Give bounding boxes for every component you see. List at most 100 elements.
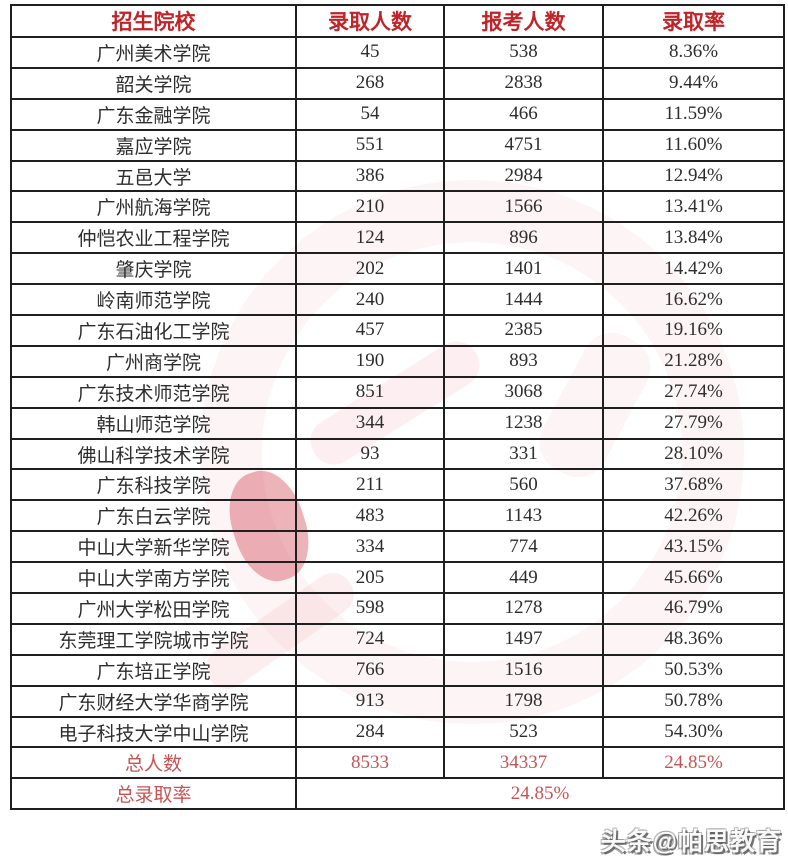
school-name-cell: 广东科技学院 xyxy=(10,468,297,502)
table-row: 东莞理工学院城市学院 724 1497 48.36% xyxy=(10,622,785,656)
applicants-cell: 4751 xyxy=(443,128,604,162)
school-name-cell: 岭南师范学院 xyxy=(10,283,297,317)
header-school: 招生院校 xyxy=(10,4,297,38)
applicants-cell: 1401 xyxy=(443,252,604,286)
admitted-cell: 344 xyxy=(295,406,445,440)
rate-cell: 50.53% xyxy=(602,653,785,687)
byline-watermark: 头条@帕思教育 xyxy=(600,828,782,856)
admitted-cell: 457 xyxy=(295,314,445,347)
table-row: 广州大学松田学院 598 1278 46.79% xyxy=(10,592,785,625)
admitted-cell: 598 xyxy=(295,592,445,625)
rate-cell: 27.79% xyxy=(602,406,785,440)
admitted-cell: 210 xyxy=(295,190,445,224)
table-row: 广东石油化工学院 457 2385 19.16% xyxy=(10,314,785,347)
rate-cell: 13.84% xyxy=(602,221,785,255)
rate-cell: 11.60% xyxy=(602,128,785,162)
admitted-cell: 551 xyxy=(295,128,445,162)
school-name-cell: 广东技术师范学院 xyxy=(10,375,297,409)
school-name-cell: 韶关学院 xyxy=(10,66,297,100)
table-row: 仲恺农业工程学院 124 896 13.84% xyxy=(10,221,785,255)
admitted-cell: 724 xyxy=(295,622,445,656)
header-rate: 录取率 xyxy=(602,4,785,38)
table-row: 中山大学南方学院 205 449 45.66% xyxy=(10,561,785,595)
school-name-cell: 中山大学新华学院 xyxy=(10,530,297,564)
admitted-cell: 211 xyxy=(295,468,445,502)
school-name-cell: 仲恺农业工程学院 xyxy=(10,221,297,255)
applicants-cell: 1143 xyxy=(443,499,604,533)
rate-cell: 37.68% xyxy=(602,468,785,502)
table-row: 广州航海学院 210 1566 13.41% xyxy=(10,190,785,224)
applicants-cell: 449 xyxy=(443,561,604,595)
table-row: 韶关学院 268 2838 9.44% xyxy=(10,66,785,100)
school-name-cell: 广东培正学院 xyxy=(10,653,297,687)
rate-cell: 42.26% xyxy=(602,499,785,533)
school-name-cell: 韩山师范学院 xyxy=(10,406,297,440)
applicants-cell: 893 xyxy=(443,344,604,378)
totals-applicants-cell: 34337 xyxy=(443,746,604,780)
school-name-cell: 中山大学南方学院 xyxy=(10,561,297,595)
applicants-cell: 2385 xyxy=(443,314,604,347)
applicants-cell: 560 xyxy=(443,468,604,502)
rate-cell: 43.15% xyxy=(602,530,785,564)
school-name-cell: 广州大学松田学院 xyxy=(10,592,297,625)
rate-cell: 12.94% xyxy=(602,159,785,193)
totals-row: 总人数 8533 34337 24.85% xyxy=(10,746,785,780)
admitted-cell: 190 xyxy=(295,344,445,378)
applicants-cell: 2984 xyxy=(443,159,604,193)
school-name-cell: 广东石油化工学院 xyxy=(10,314,297,347)
table-row: 电子科技大学中山学院 284 523 54.30% xyxy=(10,715,785,749)
table-row: 佛山科学技术学院 93 331 28.10% xyxy=(10,437,785,471)
table-row: 广东财经大学华商学院 913 1798 50.78% xyxy=(10,684,785,718)
totals-rate-cell: 24.85% xyxy=(602,746,785,780)
table-row: 肇庆学院 202 1401 14.42% xyxy=(10,252,785,286)
school-name-cell: 电子科技大学中山学院 xyxy=(10,715,297,749)
table-row: 广州美术学院 45 538 8.36% xyxy=(10,36,785,69)
school-name-cell: 广州美术学院 xyxy=(10,36,297,69)
header-admitted: 录取人数 xyxy=(295,4,445,38)
totals-label-cell: 总人数 xyxy=(10,746,297,780)
admitted-cell: 913 xyxy=(295,684,445,718)
admissions-table: 招生院校 录取人数 报考人数 录取率 广州美术学院 45 538 8.36% 韶关学院 2… xyxy=(10,4,785,811)
applicants-cell: 774 xyxy=(443,530,604,564)
table-row: 广东白云学院 483 1143 42.26% xyxy=(10,499,785,533)
table-row: 广东金融学院 54 466 11.59% xyxy=(10,97,785,131)
admitted-cell: 54 xyxy=(295,97,445,131)
admitted-cell: 766 xyxy=(295,653,445,687)
rate-cell: 13.41% xyxy=(602,190,785,224)
rate-cell: 14.42% xyxy=(602,252,785,286)
table-row: 五邑大学 386 2984 12.94% xyxy=(10,159,785,193)
school-name-cell: 广东财经大学华商学院 xyxy=(10,684,297,718)
rate-cell: 21.28% xyxy=(602,344,785,378)
school-name-cell: 五邑大学 xyxy=(10,159,297,193)
admitted-cell: 45 xyxy=(295,36,445,69)
school-name-cell: 广东金融学院 xyxy=(10,97,297,131)
header-row: 招生院校 录取人数 报考人数 录取率 xyxy=(10,4,785,38)
applicants-cell: 1238 xyxy=(443,406,604,440)
rate-cell: 48.36% xyxy=(602,622,785,656)
table-row: 岭南师范学院 240 1444 16.62% xyxy=(10,283,785,317)
rate-cell: 54.30% xyxy=(602,715,785,749)
total-rate-label-cell: 总录取率 xyxy=(10,777,297,811)
table-header: 招生院校 录取人数 报考人数 录取率 xyxy=(10,4,785,38)
rate-cell: 16.62% xyxy=(602,283,785,317)
admitted-cell: 483 xyxy=(295,499,445,533)
admitted-cell: 124 xyxy=(295,221,445,255)
admitted-cell: 334 xyxy=(295,530,445,564)
rate-cell: 45.66% xyxy=(602,561,785,595)
school-name-cell: 嘉应学院 xyxy=(10,128,297,162)
table-footer: 总人数 8533 34337 24.85% 总录取率 24.85% xyxy=(10,746,785,811)
total-rate-value-cell: 24.85% xyxy=(295,777,785,811)
totals-admitted-cell: 8533 xyxy=(295,746,445,780)
school-name-cell: 肇庆学院 xyxy=(10,252,297,286)
school-name-cell: 佛山科学技术学院 xyxy=(10,437,297,471)
table-row: 中山大学新华学院 334 774 43.15% xyxy=(10,530,785,564)
table-body: 广州美术学院 45 538 8.36% 韶关学院 268 2838 9.44% 广东金融学院 54… xyxy=(10,36,785,749)
table-row: 嘉应学院 551 4751 11.60% xyxy=(10,128,785,162)
table-row: 韩山师范学院 344 1238 27.79% xyxy=(10,406,785,440)
table-row: 广东培正学院 766 1516 50.53% xyxy=(10,653,785,687)
applicants-cell: 896 xyxy=(443,221,604,255)
applicants-cell: 2838 xyxy=(443,66,604,100)
table-row: 广州商学院 190 893 21.28% xyxy=(10,344,785,378)
school-name-cell: 广州航海学院 xyxy=(10,190,297,224)
table-row: 广东技术师范学院 851 3068 27.74% xyxy=(10,375,785,409)
